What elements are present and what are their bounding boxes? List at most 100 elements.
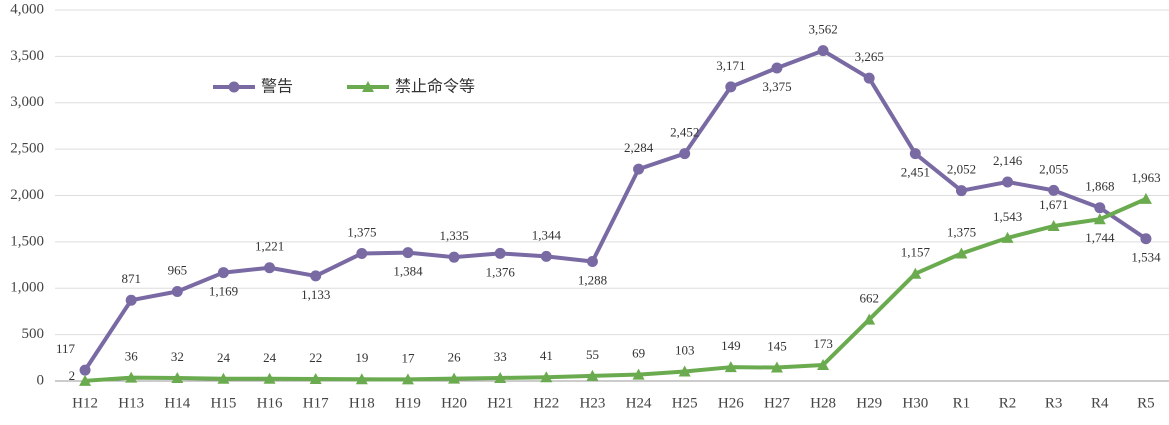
marker [448,251,460,263]
x-tick-label: H20 [441,395,467,411]
data-label: 3,375 [762,79,791,94]
marker [586,256,598,268]
data-label: 1,375 [947,224,976,239]
series-line [83,48,1148,372]
marker [1002,176,1014,188]
marker [725,81,737,93]
y-tick-label: 2,000 [10,187,44,203]
data-label: 1,671 [1039,197,1068,212]
marker [770,361,783,373]
marker [632,368,645,380]
marker [402,247,414,259]
marker [125,294,137,306]
data-label: 1,744 [1085,230,1115,245]
marker [494,247,506,259]
marker [909,267,922,279]
data-label: 1,534 [1131,250,1161,265]
marker [771,62,783,74]
data-label: 69 [632,346,645,361]
x-tick-label: H14 [164,395,190,411]
marker [679,148,691,160]
data-label: 2,451 [901,165,930,180]
data-label: 1,384 [393,264,423,279]
x-tick-label: H25 [672,395,698,411]
marker [955,185,967,197]
x-tick-label: R5 [1137,395,1155,411]
data-label: 1,157 [901,245,931,260]
legend-label: 警告 [261,77,293,96]
y-tick-label: 2,500 [10,141,44,157]
data-label: 2 [69,368,76,383]
x-tick-label: H21 [487,395,513,411]
data-label: 33 [494,349,507,364]
data-label: 117 [56,341,76,356]
data-label: 3,171 [716,58,745,73]
data-label: 1,169 [209,284,238,299]
data-label: 149 [721,338,741,353]
marker [724,361,737,373]
marker [228,81,240,93]
marker [586,369,599,381]
data-label: 1,335 [439,228,468,243]
y-tick-label: 3,000 [10,94,44,110]
data-label: 871 [121,271,141,286]
x-tick-label: H28 [810,395,836,411]
data-label: 19 [355,350,368,365]
marker [448,372,461,384]
data-label: 3,265 [855,49,884,64]
x-tick-label: R4 [1091,395,1109,411]
marker [1001,231,1014,243]
x-tick-label: H15 [211,395,237,411]
data-label: 1,221 [255,239,284,254]
y-tick-label: 3,500 [10,48,44,64]
marker [1139,192,1152,204]
series-line [84,197,1147,383]
marker [863,72,875,84]
x-tick-label: H30 [902,395,928,411]
marker [217,372,230,384]
data-label: 22 [309,350,322,365]
marker [309,372,322,384]
marker [863,313,876,325]
marker [125,371,138,383]
data-label: 3,562 [808,22,837,37]
data-label: 2,452 [670,125,699,140]
marker [540,250,552,262]
data-label: 1,963 [1131,170,1160,185]
y-tick-label: 0 [37,372,45,388]
y-tick-label: 1,000 [10,280,44,296]
y-tick-label: 500 [22,326,45,342]
marker [356,247,368,259]
data-label: 2,052 [947,162,976,177]
data-label: 2,146 [993,153,1023,168]
marker [263,372,276,384]
x-tick-label: H27 [764,395,790,411]
data-label: 26 [448,350,462,365]
marker [909,148,921,160]
data-label: 145 [767,339,787,354]
data-label: 32 [171,349,184,364]
marker [264,262,276,274]
data-label: 1,543 [993,209,1022,224]
data-label: 173 [813,336,833,351]
x-tick-label: H13 [118,395,144,411]
marker [633,163,645,175]
x-tick-label: H12 [72,395,98,411]
y-tick-label: 4,000 [10,1,44,17]
data-label: 1,288 [578,273,607,288]
marker [171,285,183,297]
marker [79,374,92,386]
marker [310,270,322,282]
marker [401,373,414,385]
data-label: 1,344 [532,227,562,242]
data-label: 2,055 [1039,161,1068,176]
marker [540,371,553,383]
data-label: 1,376 [486,264,516,279]
legend-label: 禁止命令等 [395,77,475,96]
marker [1140,233,1152,245]
x-tick-label: H24 [626,395,652,411]
marker [171,372,184,384]
y-tick-label: 1,500 [10,233,44,249]
marker [1048,184,1060,196]
data-label: 1,375 [347,224,376,239]
